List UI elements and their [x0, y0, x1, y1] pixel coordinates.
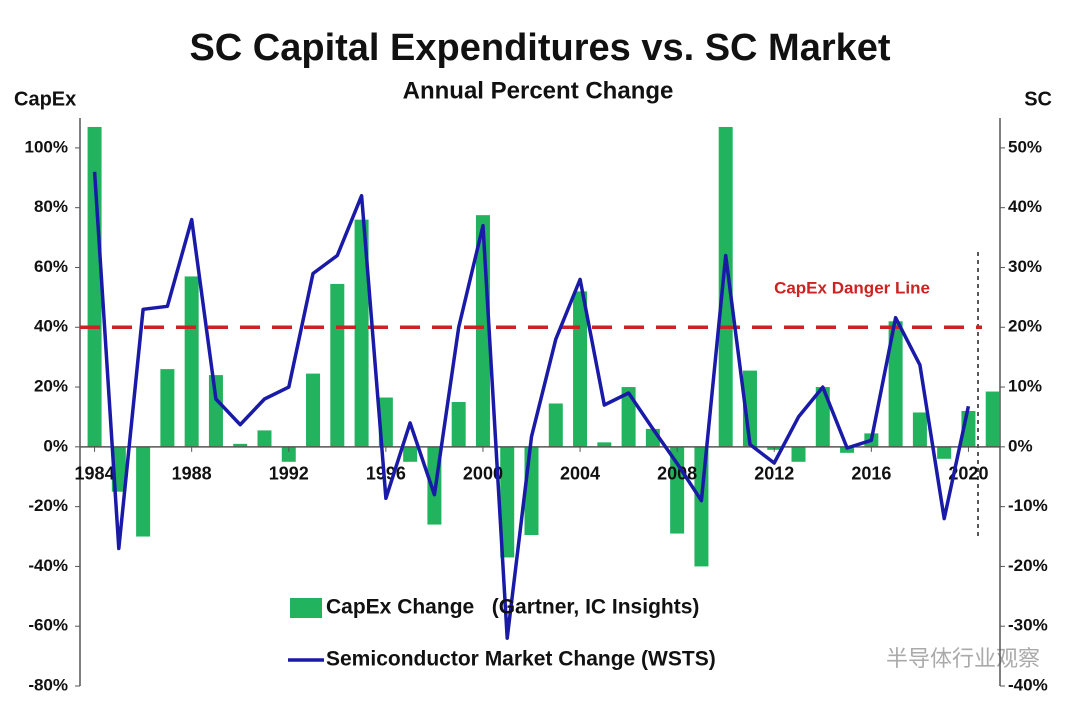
x-tick-label: 1992 — [269, 464, 309, 484]
reference-label: CapEx Danger Line — [774, 279, 930, 298]
y2-tick-label: -10% — [1008, 496, 1048, 515]
bar — [985, 391, 1000, 447]
bar — [937, 446, 952, 459]
y-tick-label: -80% — [28, 675, 68, 694]
bar — [791, 446, 806, 462]
bar — [573, 291, 588, 447]
x-tick-label: 1984 — [75, 464, 115, 484]
bar — [330, 283, 345, 447]
y2-tick-label: 40% — [1008, 197, 1042, 216]
y2-tick-label: 20% — [1008, 317, 1042, 336]
y2-tick-label: -20% — [1008, 556, 1048, 575]
y-tick-label: 0% — [43, 436, 68, 455]
y2-tick-label: 50% — [1008, 137, 1042, 156]
bar — [451, 402, 466, 447]
bar — [160, 369, 175, 447]
y-tick-label: 40% — [34, 317, 68, 336]
chart-subtitle: Annual Percent Change — [403, 77, 674, 104]
bar — [548, 403, 563, 447]
bar — [597, 442, 612, 447]
bar — [403, 446, 418, 462]
bar — [233, 443, 248, 447]
bar — [670, 446, 685, 534]
bar — [500, 446, 515, 558]
x-tick-label: 2012 — [754, 464, 794, 484]
y-axis-label: CapEx — [14, 88, 76, 110]
bar — [888, 321, 903, 447]
y-tick-label: -60% — [28, 616, 68, 635]
bar — [354, 219, 369, 447]
legend-label: Semiconductor Market Change (WSTS) — [326, 648, 716, 671]
legend-swatch — [290, 598, 322, 618]
y-tick-label: -40% — [28, 556, 68, 575]
y2-tick-label: 0% — [1008, 436, 1033, 455]
bar — [257, 430, 272, 447]
y2-tick-label: -30% — [1008, 616, 1048, 635]
y-tick-label: 80% — [34, 197, 68, 216]
x-tick-label: 2004 — [560, 464, 600, 484]
y2-axis-label: SC — [1024, 88, 1052, 110]
bar — [184, 276, 199, 447]
x-tick-label: 2000 — [463, 464, 503, 484]
y2-tick-label: -40% — [1008, 675, 1048, 694]
bar — [136, 446, 151, 537]
bar — [815, 387, 830, 447]
x-tick-label: 2020 — [948, 464, 988, 484]
bar — [912, 412, 927, 447]
y-tick-label: 60% — [34, 257, 68, 276]
bar — [208, 375, 223, 447]
bar — [281, 446, 296, 462]
y-tick-label: 100% — [25, 137, 68, 156]
x-tick-label: 1988 — [172, 464, 212, 484]
bar — [306, 373, 321, 447]
chart-title: SC Capital Expenditures vs. SC Market — [189, 27, 890, 69]
bar — [621, 387, 636, 447]
y-tick-label: -20% — [28, 496, 68, 515]
bar — [840, 446, 855, 453]
line — [92, 171, 971, 640]
watermark: 半导体行业观察 — [886, 646, 1040, 671]
y-tick-label: 20% — [34, 377, 68, 396]
x-tick-label: 2016 — [851, 464, 891, 484]
bar — [718, 126, 733, 447]
legend-label: CapEx Change (Gartner, IC Insights) — [326, 596, 699, 619]
y2-tick-label: 30% — [1008, 257, 1042, 276]
y2-tick-label: 10% — [1008, 377, 1042, 396]
